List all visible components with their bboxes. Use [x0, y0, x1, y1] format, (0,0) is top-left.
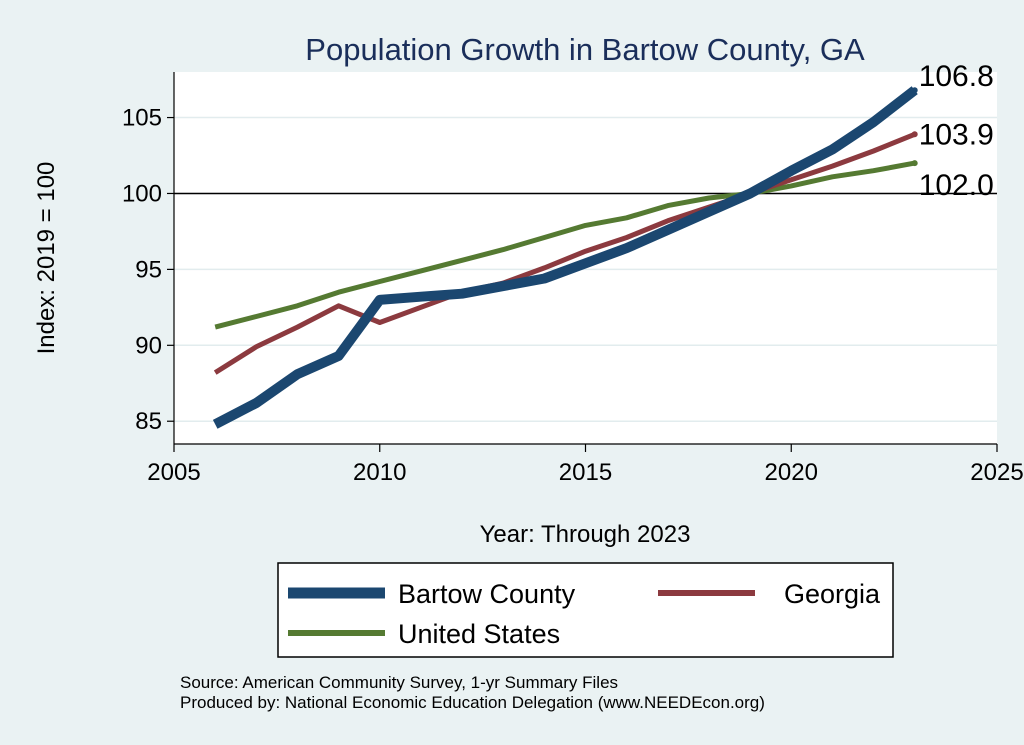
series-lines [212, 86, 918, 429]
source-line: Source: American Community Survey, 1-yr … [180, 673, 618, 692]
y-axis-title: Index: 2019 = 100 [33, 162, 60, 355]
series-end-point-2 [911, 160, 918, 167]
x-tick-label: 2020 [765, 459, 818, 486]
x-tick-label: 2015 [559, 459, 612, 486]
chart-title: Population Growth in Bartow County, GA [305, 32, 865, 67]
end-labels: 106.8 103.9 102.0 [919, 60, 994, 202]
series-line-2 [214, 160, 916, 330]
axes: 85 90 95 100 105 2005 2010 2015 2020 2025 [122, 72, 1024, 486]
legend-label-1: Georgia [784, 579, 881, 609]
produced-by-line: Produced by: National Economic Education… [180, 693, 765, 712]
y-tick-label: 105 [122, 105, 162, 132]
legend-label-2: United States [398, 619, 560, 649]
x-tick-label: 2010 [353, 459, 406, 486]
y-tick-label: 100 [122, 180, 162, 207]
end-label-0: 106.8 [919, 60, 994, 93]
series-end-point-1 [911, 131, 918, 138]
y-tick-label: 90 [135, 332, 162, 359]
series-end-point-0 [911, 87, 918, 94]
series-line-1 [213, 131, 916, 375]
legend: Bartow County Georgia United States [277, 562, 894, 658]
end-label-1: 103.9 [919, 118, 994, 151]
legend-label-0: Bartow County [398, 579, 576, 609]
x-tick-label: 2005 [147, 459, 200, 486]
series-line-0 [212, 86, 918, 429]
x-tick-label: 2025 [970, 459, 1023, 486]
end-label-2: 102.0 [919, 169, 994, 202]
y-tick-label: 85 [135, 408, 162, 435]
legend-box [277, 562, 894, 658]
x-axis-title: Year: Through 2023 [480, 521, 691, 548]
legend-items: Bartow County Georgia United States [288, 579, 881, 649]
y-tick-label: 95 [135, 256, 162, 283]
